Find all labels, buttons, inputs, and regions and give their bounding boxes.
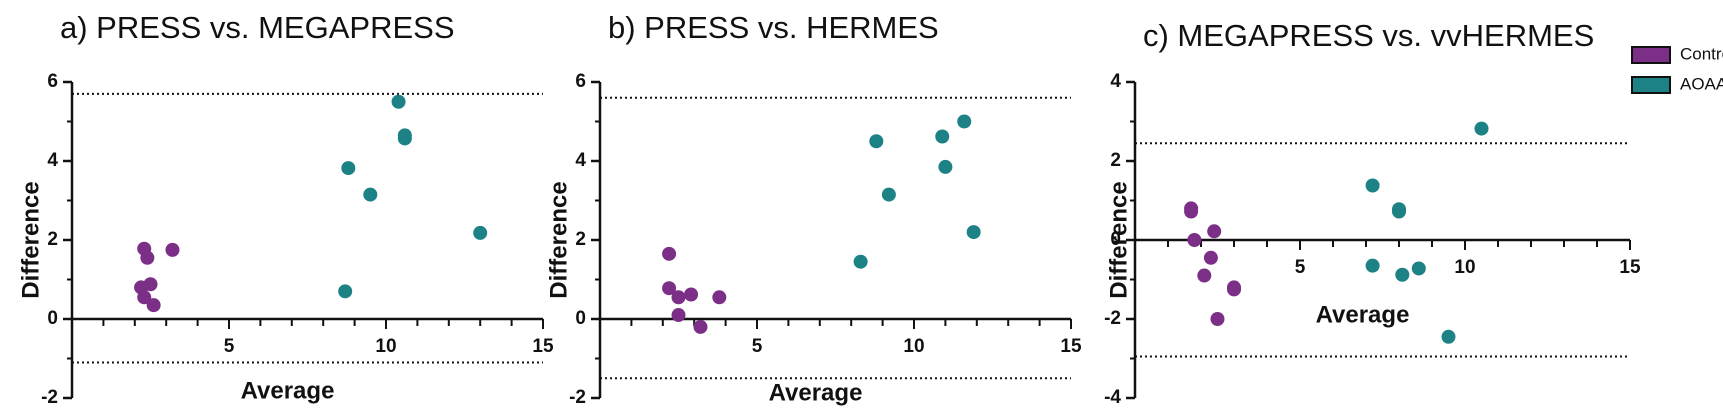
chart-c-megapress-vs-vvhermes: c) MEGAPRESS vs. vvHERMES -4 -2 0 2 4 5 10 15 Dif…	[1104, 18, 1641, 408]
x-tick-label: 15	[532, 336, 554, 357]
y-axis-title: Difference	[1105, 181, 1132, 298]
y-tick-label: 4	[575, 150, 586, 171]
data-point-control	[712, 290, 727, 305]
data-point-control	[165, 242, 180, 257]
data-point-aoaa	[1365, 178, 1380, 193]
x-axis-title: Average	[241, 377, 335, 404]
y-tick-label: 2	[1110, 150, 1121, 171]
data-point-control	[1197, 268, 1212, 283]
chart-a-press-vs-megapress: a) PRESS vs. MEGAPRESS -2 0 2 4 6 5 10 15 Differe…	[17, 10, 554, 408]
data-point-aoaa	[397, 131, 412, 146]
data-point-control	[140, 250, 155, 265]
y-tick-label: 0	[47, 308, 58, 329]
data-point-aoaa	[1441, 329, 1456, 344]
chart-title: b) PRESS vs. HERMES	[608, 10, 939, 45]
data-point-control	[1184, 204, 1199, 219]
y-tick-label: 6	[47, 71, 58, 92]
x-tick-label: 5	[752, 336, 763, 357]
data-point-control	[1210, 312, 1225, 326]
x-tick-label: 5	[1295, 257, 1306, 278]
data-point-aoaa	[1395, 267, 1410, 282]
chart-b-press-vs-hermes: b) PRESS vs. HERMES -2 0 2 4 6 5 10 15 Difference…	[545, 10, 1082, 408]
legend-label-control: Control	[1680, 44, 1723, 63]
data-point-aoaa	[363, 187, 378, 202]
x-tick-label: 10	[903, 336, 924, 357]
y-tick-label: -2	[1104, 308, 1121, 329]
y-axis-title: Difference	[17, 181, 44, 298]
y-tick-label: -2	[569, 387, 586, 408]
data-point-control	[1203, 250, 1218, 265]
legend-swatch-control	[1631, 46, 1671, 64]
data-point-control	[671, 308, 686, 323]
data-point-aoaa	[1365, 258, 1380, 273]
legend-swatch-aoaa	[1631, 76, 1671, 94]
data-point-aoaa	[1411, 261, 1426, 276]
y-tick-label: 6	[575, 71, 586, 92]
x-tick-label: 15	[1060, 336, 1082, 357]
data-point-control	[146, 298, 161, 313]
y-axis-title: Difference	[545, 181, 572, 298]
x-tick-label: 5	[224, 336, 235, 357]
data-point-control	[662, 281, 677, 296]
data-point-aoaa	[473, 225, 488, 240]
x-axis-title: Average	[1316, 301, 1410, 328]
data-point-aoaa	[1474, 121, 1489, 136]
y-tick-label: 2	[575, 229, 586, 250]
y-tick-label: 0	[575, 308, 586, 329]
x-tick-label: 15	[1619, 257, 1641, 278]
data-point-aoaa	[935, 129, 950, 144]
data-point-aoaa	[869, 134, 884, 149]
x-tick-label: 10	[375, 336, 396, 357]
data-point-control	[671, 290, 686, 305]
data-point-aoaa	[938, 159, 953, 174]
y-tick-label: -4	[1104, 387, 1121, 408]
legend-label-aoaa: AOAA	[1680, 74, 1723, 93]
data-point-control	[137, 290, 152, 305]
y-tick-label: -2	[41, 387, 58, 408]
data-point-aoaa	[957, 114, 972, 129]
data-point-aoaa	[338, 284, 353, 299]
data-point-aoaa	[853, 254, 868, 269]
chart-title: c) MEGAPRESS vs. vvHERMES	[1143, 18, 1594, 53]
chart-title: a) PRESS vs. MEGAPRESS	[60, 10, 455, 45]
data-point-control	[684, 287, 699, 302]
data-point-control	[143, 277, 158, 292]
x-tick-label: 10	[1454, 257, 1475, 278]
y-tick-label: 0	[1110, 229, 1121, 250]
y-tick-label: 4	[1110, 71, 1121, 92]
data-point-control	[1207, 224, 1222, 239]
data-point-control	[662, 246, 677, 261]
y-tick-label: 4	[47, 150, 58, 171]
data-point-aoaa	[966, 225, 981, 240]
data-point-aoaa	[881, 187, 896, 202]
x-axis-title: Average	[769, 379, 863, 406]
data-point-control	[693, 319, 708, 334]
data-point-aoaa	[1392, 204, 1406, 219]
legend: Control AOAA	[1631, 44, 1723, 94]
data-point-aoaa	[391, 94, 406, 109]
y-tick-label: 2	[47, 229, 58, 250]
data-point-control	[1227, 282, 1241, 297]
data-point-control	[1187, 233, 1202, 247]
data-point-aoaa	[341, 161, 356, 176]
